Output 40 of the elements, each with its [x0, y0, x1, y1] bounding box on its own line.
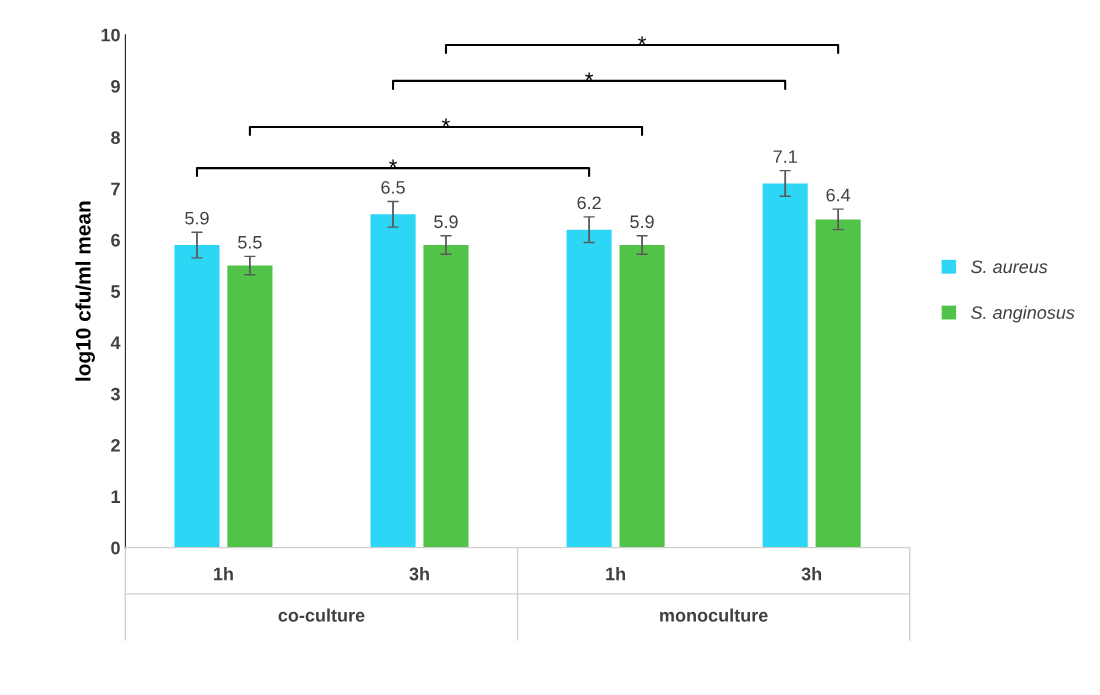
- y-tick-label: 2: [111, 439, 120, 452]
- data-label: 6.2: [577, 196, 601, 210]
- y-tick-label: 4: [110, 336, 121, 350]
- bar: [423, 245, 469, 548]
- data-label: 7.1: [773, 150, 797, 163]
- x-tick-label: 1h: [606, 567, 626, 581]
- data-label: 5.9: [185, 211, 209, 225]
- y-tick-label: 8: [111, 131, 120, 145]
- y-tick-label: 7: [111, 182, 120, 196]
- data-label: 6.4: [826, 188, 851, 202]
- y-tick-label: 5: [111, 285, 121, 298]
- data-label: 5.9: [434, 215, 458, 229]
- x-tick-label: 3h: [801, 567, 822, 581]
- x-tick-label: 3h: [409, 567, 429, 581]
- annotation: *: [442, 118, 450, 127]
- y-axis-title: log10 cfu/ml mean: [75, 201, 95, 381]
- y-tick-label: 9: [111, 79, 120, 93]
- text: co-culture: [278, 608, 365, 622]
- annotation: *: [585, 72, 594, 81]
- data-label: 5.9: [630, 215, 654, 229]
- x-tick-label: 1h: [214, 567, 233, 581]
- legend-label: S. anginosus: [971, 305, 1075, 323]
- bar: [815, 219, 861, 548]
- annotation: *: [389, 159, 398, 168]
- bar: [566, 229, 612, 548]
- y-tick-label: 3: [110, 387, 120, 401]
- bar: [762, 183, 808, 548]
- bar: [370, 214, 416, 548]
- bar: [174, 245, 220, 548]
- legend-label: S. aureus: [971, 260, 1048, 274]
- y-tick-label: 1: [111, 490, 121, 503]
- annotation: *: [638, 36, 647, 45]
- data-label: 5.5: [238, 236, 262, 249]
- y-tick-label: 10: [101, 28, 120, 42]
- y-tick-label: 0: [111, 541, 120, 555]
- text: monoculture: [660, 608, 768, 622]
- data-label: 6.5: [381, 180, 405, 194]
- y-tick-label: 6: [111, 233, 120, 247]
- bar: [227, 265, 273, 548]
- bar: [619, 245, 665, 548]
